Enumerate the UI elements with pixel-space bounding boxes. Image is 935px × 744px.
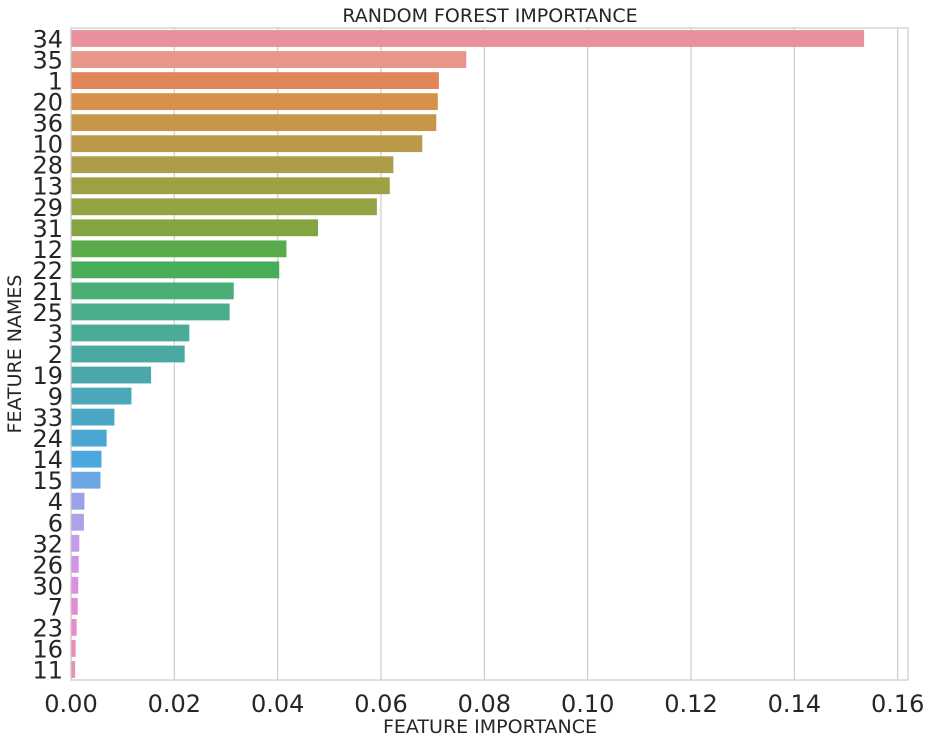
bar-13: [71, 177, 390, 195]
bars: [71, 30, 865, 678]
y-tick-label: 2: [48, 341, 63, 369]
bar-4: [71, 492, 85, 510]
bar-6: [71, 513, 84, 531]
x-tick-labels: 0.00 0.02 0.04 0.06 0.08 0.10 0.12 0.14 0.16: [44, 690, 924, 718]
y-tick-label: 7: [48, 593, 63, 621]
bar-3: [71, 324, 190, 342]
x-tick-label: 0.10: [561, 690, 614, 718]
plot-frame: [70, 27, 909, 681]
y-tick-label: 21: [32, 278, 63, 306]
bar-31: [71, 219, 318, 237]
y-tick-label: 35: [32, 47, 63, 75]
bar-1: [71, 72, 439, 89]
bar-12: [71, 240, 287, 258]
bar-2: [71, 345, 185, 363]
y-tick-label: 11: [32, 656, 63, 684]
x-axis-title: FEATURE IMPORTANCE: [383, 716, 597, 738]
bar-24: [71, 429, 107, 447]
y-tick-label: 34: [32, 26, 63, 54]
x-tick-label: 0.16: [871, 690, 924, 718]
bar-26: [71, 555, 79, 573]
x-tick-label: 0.06: [354, 690, 407, 718]
y-tick-label: 29: [32, 194, 63, 222]
bar-19: [71, 366, 152, 384]
bar-33: [71, 408, 115, 426]
bar-36: [71, 114, 437, 132]
y-tick-label: 33: [32, 404, 63, 432]
y-tick-label: 13: [32, 173, 63, 201]
y-tick-label: 28: [32, 152, 63, 180]
y-tick-label: 14: [32, 446, 63, 474]
bar-25: [71, 303, 230, 321]
x-tick-label: 0.12: [664, 690, 717, 718]
bar-35: [71, 51, 467, 68]
y-tick-label: 20: [32, 89, 63, 117]
bar-10: [71, 135, 423, 153]
y-tick-label: 31: [32, 215, 63, 243]
y-tick-label: 9: [48, 383, 63, 411]
y-tick-label: 30: [32, 572, 63, 600]
y-tick-label: 23: [32, 614, 63, 642]
y-tick-label: 24: [32, 425, 63, 453]
y-tick-label: 36: [32, 110, 63, 138]
bar-15: [71, 471, 101, 489]
y-tick-label: 25: [32, 299, 63, 327]
y-tick-label: 12: [32, 236, 63, 264]
x-tick-label: 0.02: [148, 690, 201, 718]
bar-34: [71, 30, 865, 47]
bar-21: [71, 282, 234, 300]
x-tick-label: 0.04: [251, 690, 304, 718]
y-axis-title: FEATURE NAMES: [4, 275, 26, 434]
y-tick-label: 26: [32, 551, 63, 579]
bar-22: [71, 261, 280, 279]
y-tick-label: 4: [48, 488, 63, 516]
y-tick-label: 1: [48, 68, 63, 96]
x-tick-label: 0.00: [44, 690, 97, 718]
y-tick-label: 22: [32, 257, 63, 285]
chart-title: RANDOM FOREST IMPORTANCE: [342, 5, 637, 27]
y-tick-label: 15: [32, 467, 63, 495]
bar-29: [71, 198, 377, 216]
y-tick-label: 6: [48, 509, 63, 537]
bar-11: [71, 661, 76, 678]
bar-23: [71, 619, 77, 636]
bar-9: [71, 387, 132, 405]
bar-16: [71, 640, 76, 657]
bar-7: [71, 597, 78, 615]
x-tick-label: 0.14: [768, 690, 821, 718]
bar-30: [71, 576, 79, 594]
y-tick-label: 32: [32, 530, 63, 558]
y-tick-labels: 3435120361028132931122221253219933241415…: [32, 26, 63, 685]
y-tick-label: 16: [32, 635, 63, 663]
bar-14: [71, 450, 102, 468]
bar-20: [71, 93, 438, 111]
y-tick-label: 10: [32, 131, 63, 159]
y-tick-label: 3: [48, 320, 63, 348]
x-tick-label: 0.08: [458, 690, 511, 718]
y-tick-label: 19: [32, 362, 63, 390]
bar-28: [71, 156, 394, 174]
bar-32: [71, 534, 80, 552]
